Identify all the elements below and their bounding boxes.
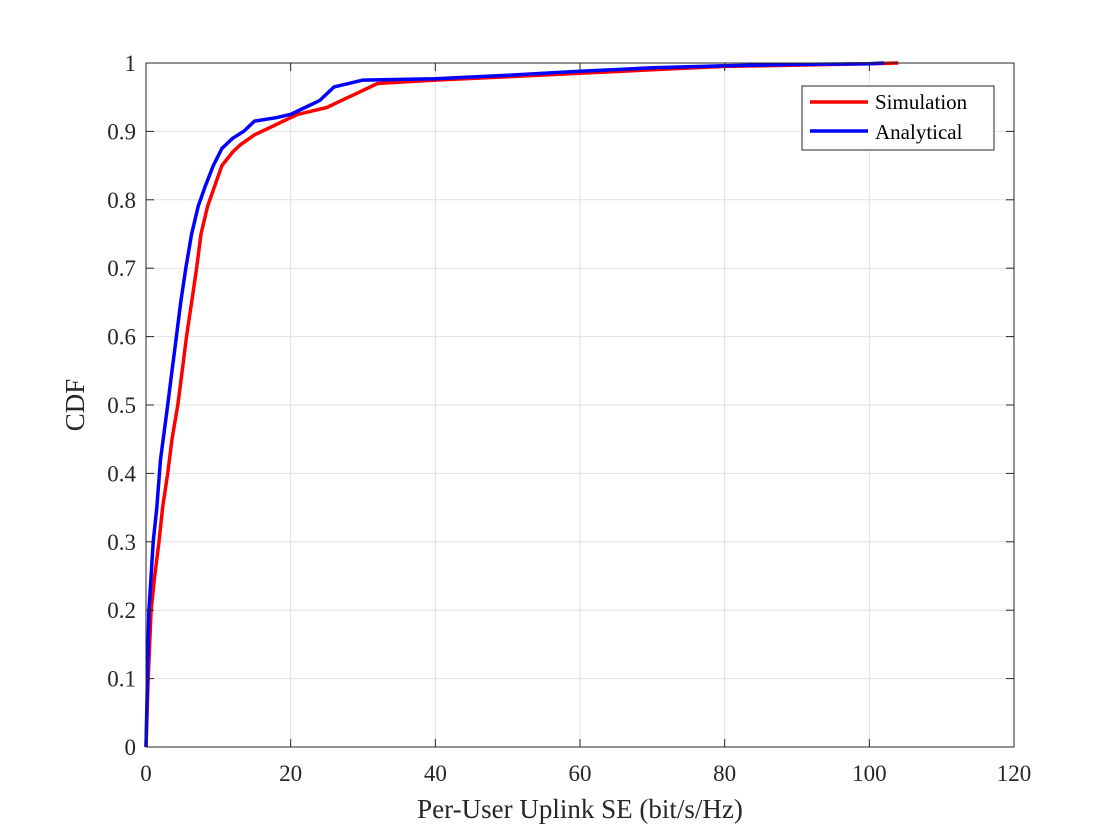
legend: Simulation Analytical [801, 85, 995, 151]
x-tick-label: 20 [279, 761, 302, 786]
x-tick-label: 80 [713, 761, 736, 786]
legend-box [801, 85, 995, 151]
x-tick-label: 100 [852, 761, 887, 786]
grid [146, 63, 1014, 747]
y-axis-label: CDF [60, 379, 90, 432]
y-tick-label: 0.5 [107, 393, 136, 418]
x-tick-label: 60 [569, 761, 592, 786]
x-tick-label: 0 [140, 761, 152, 786]
y-tick-label: 0.9 [107, 119, 136, 144]
y-tick-label: 1 [125, 51, 137, 76]
tick-labels: 0 20 40 60 80 100 120 0 0.1 0.2 0.3 0.4 0.5 0.6 0.7 0.8… [107, 51, 1031, 786]
x-tick-label: 40 [424, 761, 447, 786]
y-tick-label: 0.3 [107, 530, 136, 555]
legend-label-analytical: Analytical [875, 120, 963, 144]
y-tick-label: 0.1 [107, 667, 136, 692]
y-tick-label: 0.8 [107, 188, 136, 213]
y-tick-label: 0 [125, 735, 137, 760]
y-tick-label: 0.4 [107, 461, 136, 486]
y-tick-label: 0.6 [107, 325, 136, 350]
ticks [145, 62, 1015, 748]
y-tick-label: 0.7 [107, 256, 136, 281]
x-axis-label: Per-User Uplink SE (bit/s/Hz) [417, 794, 743, 824]
series-layer [144, 61, 899, 748]
series-line-analytical [144, 61, 884, 748]
x-tick-label: 120 [997, 761, 1032, 786]
legend-label-simulation: Simulation [875, 90, 968, 114]
y-tick-label: 0.2 [107, 598, 136, 623]
